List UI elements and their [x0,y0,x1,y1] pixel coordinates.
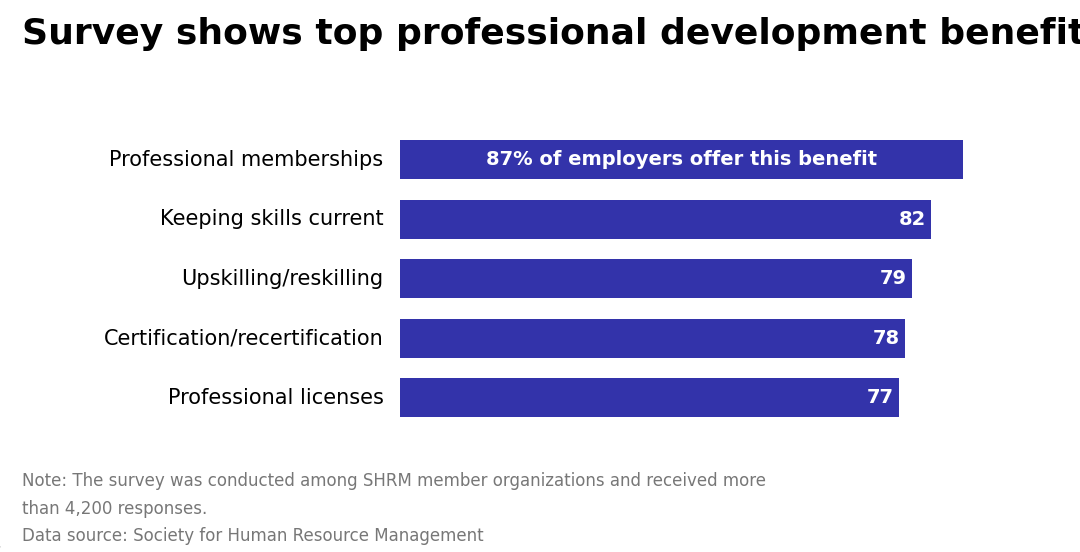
Text: Note: The survey was conducted among SHRM member organizations and received more: Note: The survey was conducted among SHR… [22,472,766,490]
Text: Certification/recertification: Certification/recertification [104,328,383,348]
Bar [400,379,899,417]
Text: than 4,200 responses.: than 4,200 responses. [22,500,207,518]
Bar [400,259,912,298]
Bar [400,200,931,238]
Text: 87% of employers offer this benefit: 87% of employers offer this benefit [486,150,877,169]
Text: 79: 79 [879,269,906,288]
Text: 78: 78 [873,329,900,348]
Text: Survey shows top professional development benefits: Survey shows top professional developmen… [22,17,1080,51]
Bar [400,319,905,358]
Text: Data source: Society for Human Resource Management: Data source: Society for Human Resource … [22,527,483,545]
Text: Professional memberships: Professional memberships [109,150,383,169]
Text: 77: 77 [866,388,893,407]
Text: Upskilling/reskilling: Upskilling/reskilling [181,269,383,289]
Bar [400,140,963,179]
Text: 82: 82 [899,210,926,229]
Text: Professional licenses: Professional licenses [167,388,383,408]
Text: Keeping skills current: Keeping skills current [160,209,383,229]
